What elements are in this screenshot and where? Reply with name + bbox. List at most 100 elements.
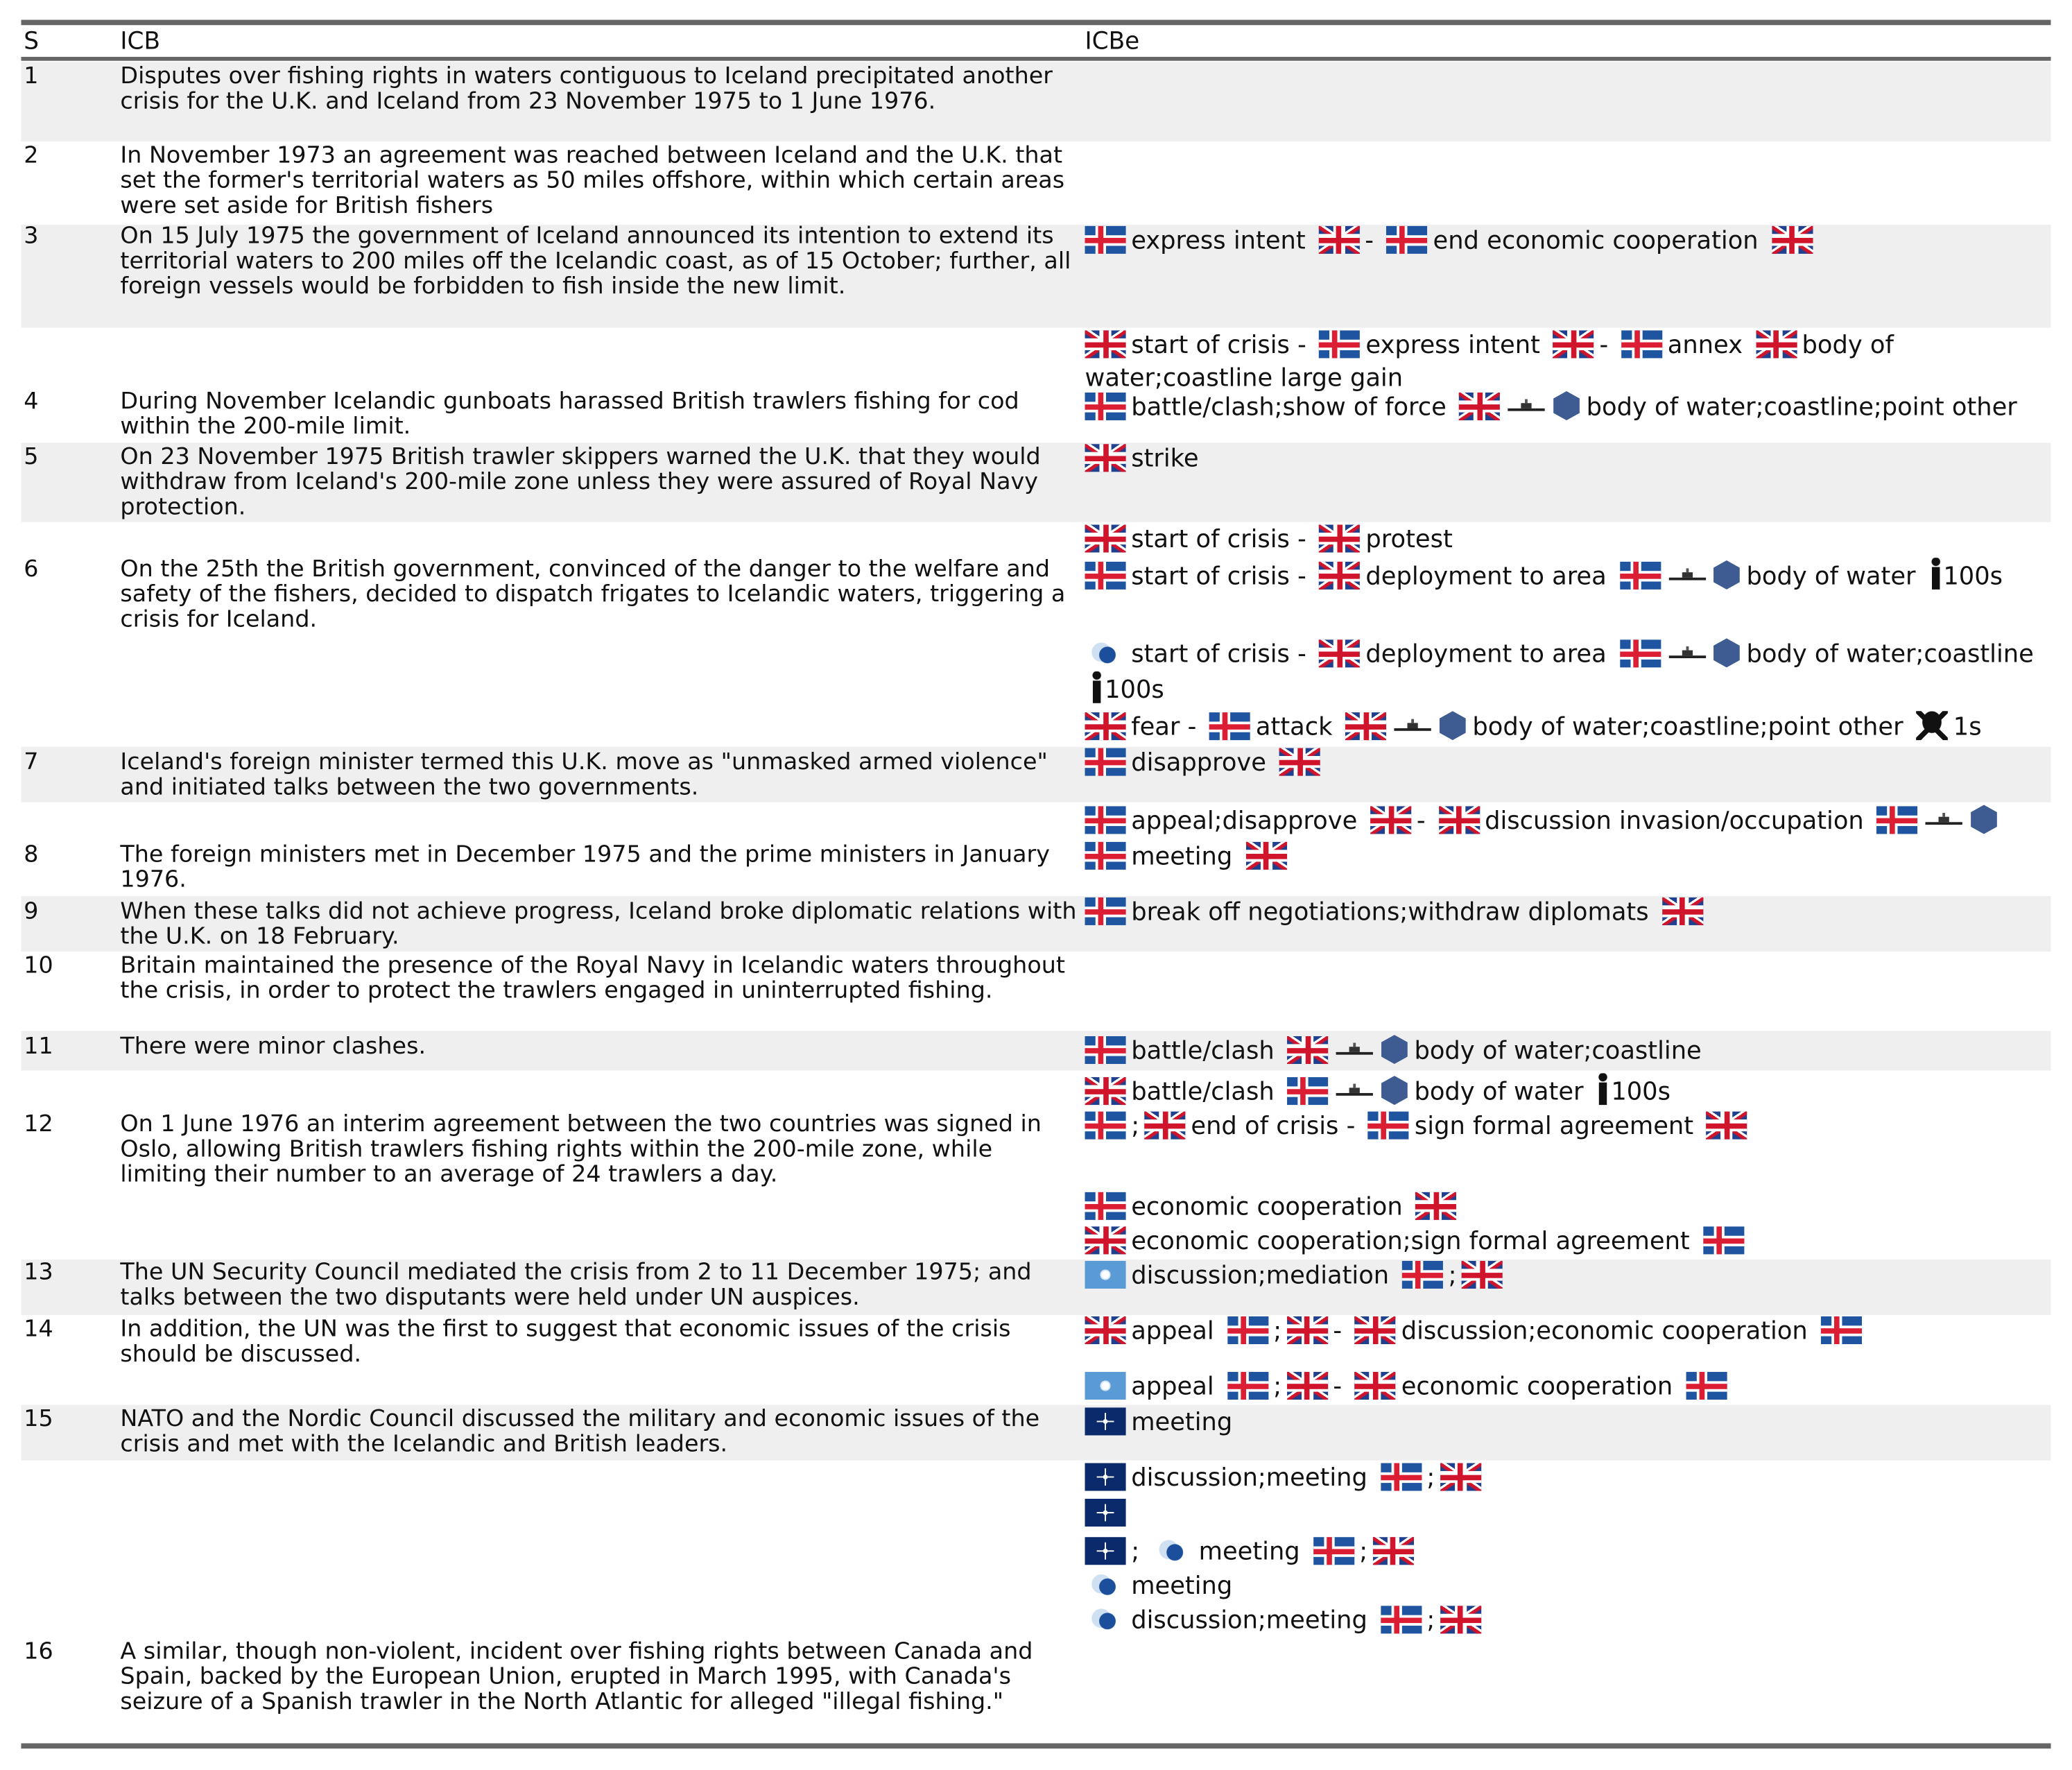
event: ; meeting ;: [1085, 1536, 2057, 1569]
sentence-number: 15: [24, 1406, 53, 1433]
event-text: discussion;meeting: [1131, 1607, 1367, 1635]
iceland-flag: [1227, 1372, 1268, 1400]
event-text: ;: [1426, 1464, 1435, 1493]
event-text: protest: [1365, 526, 1453, 554]
event-text: -: [1187, 714, 1197, 742]
iceland-flag: [1287, 1077, 1329, 1106]
table-row: 7 Iceland's foreign minister termed this …: [21, 746, 2051, 802]
event-text: -: [1297, 562, 1306, 591]
icb-text: In addition, the UN was the first to sug…: [120, 1316, 1011, 1368]
uk-flag: [1279, 748, 1320, 776]
event: meeting: [1085, 1570, 2057, 1604]
uk-flag: [1345, 712, 1387, 741]
uk-flag: [1318, 225, 1360, 254]
event-text: ;: [1448, 1262, 1457, 1290]
iceland-flag: [1619, 561, 1661, 590]
event-text: strike: [1131, 445, 1199, 474]
ship-icon: [1333, 1036, 1375, 1065]
event: battle/clash body of water 100s: [1085, 1073, 2057, 1108]
iceland-flag: [1209, 712, 1251, 741]
uk-flag: [1286, 1316, 1328, 1345]
event: discussion;meeting ;: [1085, 1462, 2057, 1495]
uk-flag: [1372, 1537, 1414, 1565]
event: start of crisis - deployment to area bod…: [1085, 558, 2057, 593]
event-text: start of crisis: [1131, 332, 1290, 360]
event-text: ;: [1426, 1607, 1435, 1635]
ship-icon: [1392, 712, 1433, 741]
header-cell: S: [24, 28, 40, 56]
header-cell: ICBe: [1085, 28, 1140, 56]
event: start of crisis - protest: [1085, 524, 2057, 557]
uk-flag: [1553, 330, 1594, 359]
event-text: -: [1599, 332, 1609, 360]
icb-text: A similar, though non-violent, incident …: [120, 1638, 1033, 1716]
area-icon: [1381, 1076, 1408, 1106]
event-text: -: [1297, 641, 1306, 669]
event-text: appeal: [1131, 1317, 1214, 1346]
uk-flag: [1245, 841, 1287, 870]
icb-text: Disputes over fishing rights in waters c…: [120, 63, 1053, 115]
table-row: 9 When these talks did not achieve progre…: [21, 896, 2051, 952]
event-text: deployment to area: [1365, 641, 1607, 669]
event-text: ;: [1131, 1538, 1140, 1567]
eu-icon: [1085, 639, 1126, 668]
event-text: end of crisis: [1191, 1112, 1339, 1141]
uk-flag: [1319, 639, 1361, 668]
uk-flag: [1706, 1111, 1748, 1140]
nato-flag: [1085, 1498, 1126, 1527]
event-text: -: [1333, 1317, 1343, 1346]
iceland-flag: [1085, 561, 1126, 590]
sentence-number: 8: [24, 841, 39, 868]
uk-flag: [1286, 1372, 1328, 1400]
icb-text: On 1 June 1976 an interim agreement betw…: [120, 1111, 1042, 1189]
sentence-number: 12: [24, 1111, 53, 1138]
table-row: 15 NATO and the Nordic Council discussed …: [21, 1404, 2051, 1461]
icb-text: The UN Security Council mediated the cri…: [120, 1260, 1032, 1312]
event-text: economic cooperation;sign formal agreeme…: [1131, 1228, 1690, 1256]
icb-text: In November 1973 an agreement was reache…: [120, 142, 1065, 220]
uk-flag: [1370, 806, 1412, 834]
table-row: 4 During November Icelandic gunboats hara…: [21, 328, 2051, 443]
table-row: 16 A similar, though non-violent, inciden…: [21, 1461, 2051, 1745]
iceland-flag: [1401, 1260, 1444, 1289]
header-rule: [21, 56, 2051, 61]
uk-flag: [1771, 225, 1813, 254]
icb-text: On 23 November 1975 British trawler skip…: [120, 444, 1041, 521]
iceland-flag: [1085, 225, 1126, 254]
sentence-number: 2: [24, 142, 39, 169]
iceland-flag: [1619, 639, 1661, 668]
ship-icon: [1666, 639, 1707, 668]
area-icon: [1439, 711, 1466, 741]
icb-text: There were minor clashes.: [120, 1033, 426, 1060]
uk-flag: [1755, 330, 1797, 359]
event-text: battle/clash;show of force: [1131, 393, 1447, 422]
sentence-number: 14: [24, 1316, 53, 1343]
iceland-flag: [1702, 1226, 1744, 1255]
event-text: body of water;coastline;point other: [1586, 393, 2017, 422]
event-text: express intent: [1131, 227, 1306, 255]
sentence-number: 5: [24, 444, 39, 471]
iceland-flag: [1085, 748, 1126, 776]
uk-flag: [1085, 1077, 1126, 1106]
nato-flag: [1085, 1407, 1126, 1436]
event: appeal ; - economic cooperation: [1085, 1371, 2057, 1404]
header-cell: ICB: [120, 28, 161, 56]
sentence-number: 6: [24, 556, 39, 583]
event: battle/clash body of water;coastline: [1085, 1035, 2057, 1068]
nato-flag: [1085, 1537, 1126, 1565]
icb-text: Iceland's foreign minister termed this U…: [120, 749, 1048, 801]
fatalities-icon: [1916, 711, 1949, 741]
un-flag: [1085, 1260, 1126, 1289]
event-text: sign formal agreement: [1414, 1112, 1694, 1141]
sentence-number: 3: [24, 223, 39, 250]
event-text: meeting: [1198, 1538, 1300, 1567]
uk-flag: [1354, 1316, 1397, 1345]
iceland-flag: [1319, 330, 1361, 359]
sentence-number: 13: [24, 1260, 53, 1287]
sentence-number: 1: [24, 63, 39, 90]
sentence-number: 10: [24, 952, 53, 980]
icb-text: On the 25th the British government, conv…: [120, 556, 1066, 633]
ship-icon: [1923, 806, 1965, 834]
